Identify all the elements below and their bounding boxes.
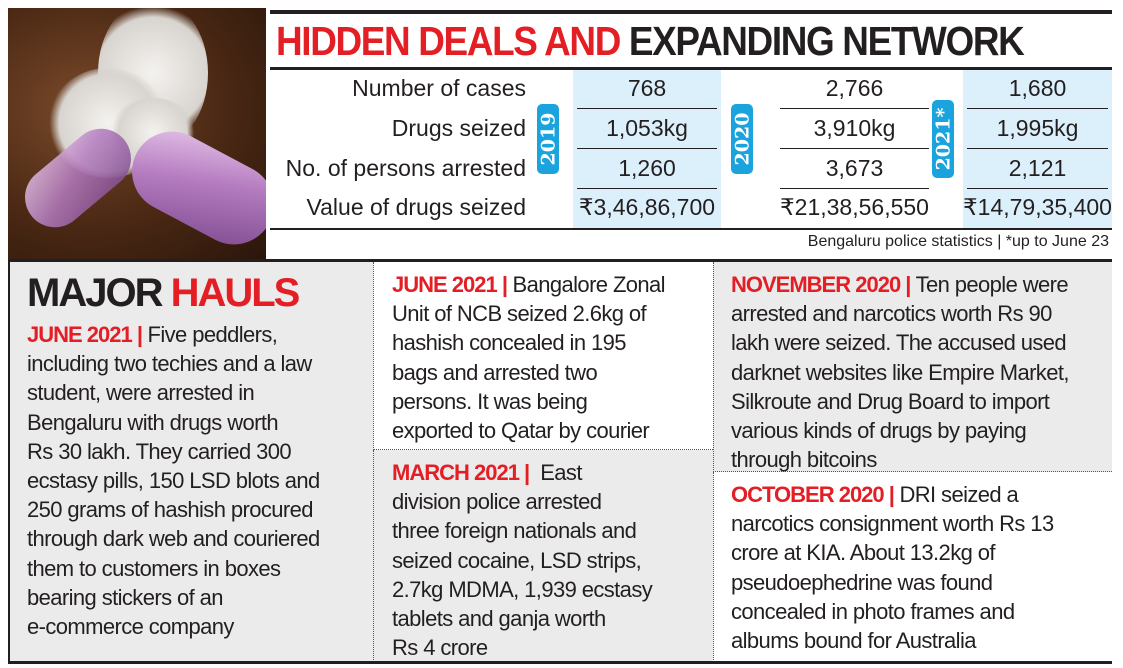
haul-text-line: through bitcoins	[731, 447, 877, 473]
haul-text-line: exported to Qatar by courier	[392, 418, 650, 444]
haul-text-line: tablets and ganja worth	[392, 606, 606, 632]
table-cell: 3,673	[825, 155, 884, 181]
divider	[270, 228, 1112, 230]
haul-text-line: e-commerce company	[27, 614, 234, 640]
page-title: HIDDEN DEALS AND EXPANDING NETWORK	[276, 18, 1025, 65]
haul-june-2021-ncb: JUNE 2021 | Bangalore Zonal Unit of NCB s…	[373, 262, 713, 450]
row-divider	[967, 108, 1108, 109]
row-divider	[577, 148, 717, 149]
bottom-rule	[8, 661, 1112, 664]
haul-november-2020: NOVEMBER 2020 | Ten people were arrested …	[713, 262, 1112, 472]
section-heading: MAJOR HAULS	[27, 271, 300, 315]
divider	[8, 259, 1112, 262]
col-2019-bg	[573, 70, 721, 228]
title-red-part: HIDDEN DEALS AND	[276, 18, 621, 64]
haul-text-line: Bengaluru with drugs worth	[27, 409, 279, 435]
haul-text: Ten people were	[910, 272, 1069, 297]
haul-text-line: NOVEMBER 2020 | Ten people were	[731, 270, 1112, 299]
haul-october-2020: OCTOBER 2020 | DRI seized a narcotics con…	[713, 472, 1112, 662]
haul-text-line: JUNE 2021 | Bangalore Zonal	[392, 270, 713, 299]
haul-text-line: albums bound for Australia	[731, 628, 976, 654]
table-cell: 1,053kg	[606, 115, 688, 141]
haul-date: JUNE 2021 |	[392, 272, 508, 297]
haul-text: DRI seized a	[893, 482, 1019, 507]
haul-text-line: ecstasy pills, 150 LSD blots and	[27, 468, 320, 494]
haul-text-line: MARCH 2021 | East	[392, 458, 713, 487]
row-divider	[577, 188, 717, 189]
haul-text-line: 250 grams of hashish procured	[27, 497, 313, 523]
row-label: Value of drugs seized	[306, 194, 527, 220]
haul-text-line: 2.7kg MDMA, 1,939 ecstasy	[392, 576, 653, 602]
haul-text-line: darknet websites like Empire Market,	[731, 359, 1069, 385]
haul-text-line: Rs 30 lakh. They carried 300	[27, 438, 292, 464]
haul-text-line: division police arrested	[392, 489, 602, 515]
table-cell: 1,995kg	[996, 115, 1079, 141]
haul-text-line: through dark web and couriered	[27, 526, 320, 552]
row-label: No. of persons arrested	[285, 155, 526, 181]
row-divider	[780, 148, 929, 149]
haul-major-june-2021: MAJOR HAULS JUNE 2021 | Five peddlers, in…	[10, 262, 373, 662]
table-cell: ₹14,79,35,400	[963, 194, 1112, 220]
haul-text-line: them to customers in boxes	[27, 555, 281, 581]
row-label: Number of cases	[352, 75, 526, 101]
haul-text-line: Unit of NCB seized 2.6kg of	[392, 301, 647, 327]
haul-date: OCTOBER 2020 |	[731, 482, 895, 507]
left-rule	[8, 259, 10, 664]
table-cell: 1,680	[1008, 75, 1067, 101]
year-badge-2020: 2020	[731, 104, 753, 174]
haul-march-2021: MARCH 2021 | East division police arreste…	[373, 450, 713, 662]
row-divider	[967, 188, 1108, 189]
drug-capsule-photo	[8, 8, 266, 260]
haul-text: Bangalore Zonal	[507, 272, 666, 297]
source-note: Bengaluru police statistics | *up to Jun…	[807, 233, 1109, 250]
table-cell: 1,260	[618, 155, 676, 181]
row-divider	[577, 108, 717, 109]
haul-text-line: Silkroute and Drug Board to import	[731, 388, 1050, 414]
row-divider	[780, 108, 929, 109]
top-rule	[270, 10, 1112, 14]
title-black-part: EXPANDING NETWORK	[628, 18, 1025, 64]
haul-date: MARCH 2021 |	[392, 460, 530, 485]
haul-text-line: arrested and narcotics worth Rs 90	[731, 301, 1052, 327]
table-cell: 2,121	[1008, 155, 1067, 181]
haul-text-line: narcotics consignment worth Rs 13	[731, 511, 1054, 537]
divider	[270, 67, 1112, 70]
haul-text-line: bearing stickers of an	[27, 584, 224, 610]
haul-text-line: OCTOBER 2020 | DRI seized a	[731, 480, 1112, 509]
year-badge-2021: 2021*	[932, 100, 954, 178]
table-cell: 3,910kg	[813, 115, 896, 141]
haul-text-line: student, were arrested in	[27, 380, 255, 406]
haul-date: JUNE 2021 |	[27, 322, 143, 347]
haul-text-line: concealed in photo frames and	[731, 598, 1015, 624]
row-divider	[967, 148, 1108, 149]
haul-date: NOVEMBER 2020 |	[731, 272, 911, 297]
haul-text-line: pseudoephedrine was found	[731, 569, 993, 595]
year-badge-2019: 2019	[537, 104, 559, 174]
haul-text-line: Rs 4 crore	[392, 635, 488, 661]
haul-text-line: JUNE 2021 | Five peddlers,	[27, 320, 373, 349]
haul-text-line: hashish concealed in 195	[392, 330, 627, 356]
row-label: Drugs seized	[391, 115, 526, 141]
haul-text: East	[529, 460, 582, 485]
haul-text-line: bags and arrested two	[392, 359, 598, 385]
haul-text-line: crore at KIA. About 13.2kg of	[731, 540, 995, 566]
haul-text-line: three foreign nationals and	[392, 518, 637, 544]
table-cell: 768	[627, 75, 667, 101]
haul-text-line: various kinds of drugs by paying	[731, 418, 1027, 444]
row-divider	[780, 188, 929, 189]
haul-text-line: seized cocaine, LSD strips,	[392, 547, 642, 573]
haul-text-line: lakh were seized. The accused used	[731, 330, 1067, 356]
col-2021-bg	[963, 70, 1112, 228]
table-cell: ₹3,46,86,700	[578, 194, 716, 220]
table-cell: 2,766	[825, 75, 884, 101]
table-cell: ₹21,38,56,550	[780, 194, 929, 220]
haul-text: Five peddlers,	[142, 322, 278, 347]
haul-text-line: including two techies and a law	[27, 351, 312, 377]
haul-text-line: persons. It was being	[392, 388, 588, 414]
